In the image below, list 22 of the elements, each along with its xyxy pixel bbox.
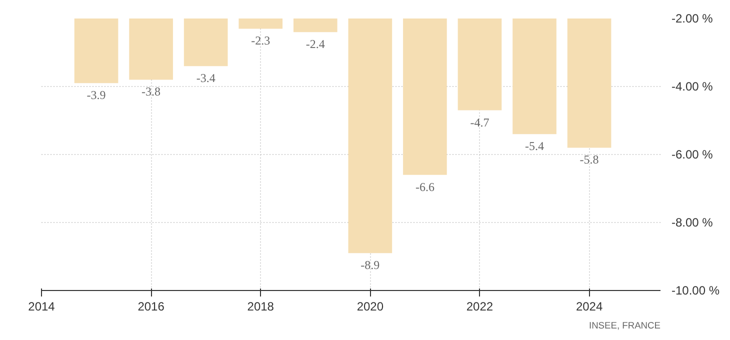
x-tick-label: 2016 <box>138 300 165 314</box>
text: INSEE, FRANCE <box>588 320 661 330</box>
x-tick-label: 2014 <box>28 300 56 314</box>
y-tick-label: -8.00 % <box>672 216 714 230</box>
data-label: -3.8 <box>142 84 161 99</box>
x-tick-label: 2024 <box>576 300 603 314</box>
y-tick-label: -6.00 % <box>672 148 714 162</box>
y-tick-label: -2.00 % <box>672 12 714 26</box>
data-label: -5.4 <box>525 139 544 154</box>
x-tick-label: 2018 <box>247 300 274 314</box>
data-label: -2.4 <box>306 37 325 52</box>
x-tick-label: 2020 <box>356 300 384 314</box>
data-label: -3.9 <box>86 88 106 102</box>
data-label: -2.3 <box>251 34 270 48</box>
data-label: -6.6 <box>415 180 434 194</box>
y-tick-label: -10.00 % <box>672 284 720 298</box>
y-tick-label: -4.00 % <box>672 80 714 94</box>
data-label: -4.7 <box>470 115 490 130</box>
data-label: -3.4 <box>196 71 216 86</box>
data-label: -5.8 <box>580 152 599 167</box>
data-label: -8.9 <box>360 258 380 272</box>
x-tick-label: 2022 <box>466 300 494 314</box>
